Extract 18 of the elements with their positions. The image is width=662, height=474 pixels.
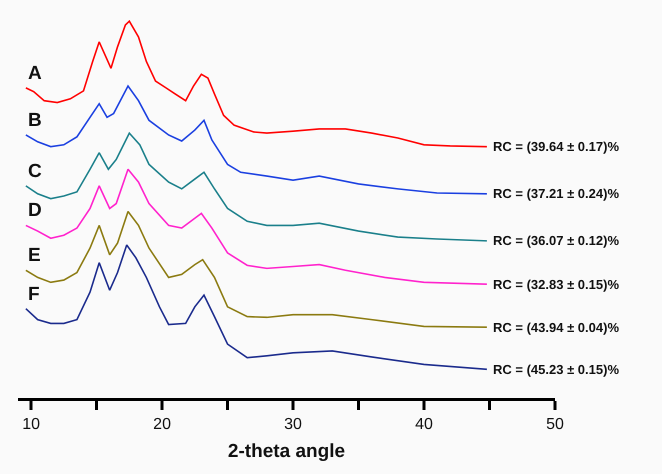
series-label: F	[28, 284, 40, 305]
series-label: B	[28, 110, 42, 131]
x-tick-label: 40	[415, 416, 434, 434]
series-label: D	[28, 200, 42, 221]
annotation: RC = (39.64 ± 0.17)%	[493, 139, 620, 154]
annotation: RC = (45.23 ± 0.15)%	[493, 362, 620, 377]
x-tick-label: 30	[284, 416, 302, 434]
annotation: RC = (37.21 ± 0.24)%	[493, 186, 620, 201]
series-label: A	[28, 63, 42, 84]
series-label: E	[28, 245, 41, 266]
x-axis-title: 2-theta angle	[228, 441, 346, 462]
x-tick-label: 50	[546, 416, 564, 434]
annotation: RC = (36.07 ± 0.12)%	[493, 233, 620, 248]
x-tick-label: 20	[153, 416, 172, 434]
annotation: RC = (43.94 ± 0.04)%	[493, 320, 620, 335]
series-label: C	[28, 161, 42, 182]
x-tick-label: 10	[22, 416, 40, 434]
annotation: RC = (32.83 ± 0.15)%	[493, 277, 620, 292]
